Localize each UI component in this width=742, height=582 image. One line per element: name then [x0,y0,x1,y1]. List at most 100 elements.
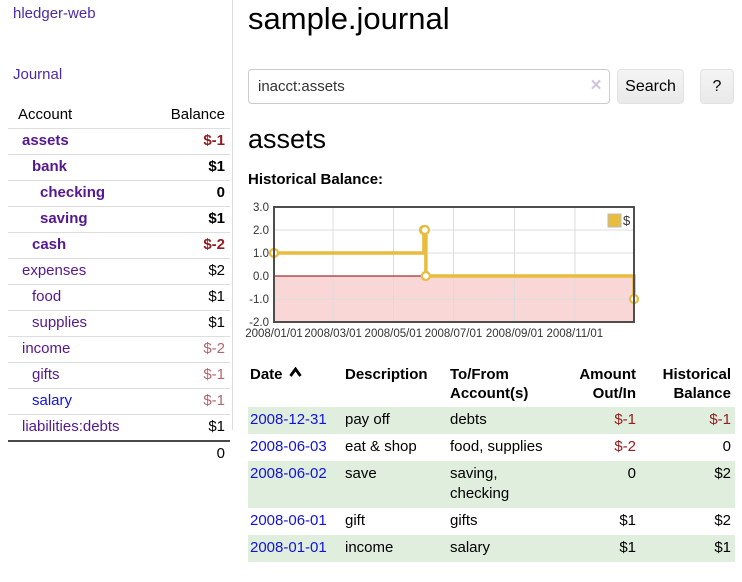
svg-text:-2.0: -2.0 [249,317,269,329]
account-balance: $-1 [203,392,225,409]
date-sort-header[interactable]: Date [248,361,345,407]
brand-link[interactable]: hledger-web [13,5,96,22]
transaction-description: eat & shop [345,438,417,455]
account-link-salary[interactable]: salary [32,392,73,409]
transaction-accounts: salary [450,539,491,556]
account-row: salary $-1 [8,388,230,415]
svg-text:1.0: 1.0 [253,248,269,260]
clear-search-icon[interactable]: × [590,75,602,96]
transaction-accounts: gifts [450,512,478,529]
account-link-cash[interactable]: cash [32,236,67,253]
account-balance: $1 [208,210,225,227]
account-balance: $-2 [203,340,225,357]
register-row: 2008-01-01 income salary $1 $1 [248,535,735,562]
page-title: sample.journal [248,1,450,36]
account-balance: $1 [208,314,225,331]
account-link-assets[interactable]: assets [22,132,69,149]
register-row: 2008-06-01 gift gifts $1 $2 [248,508,735,535]
account-row: gifts $-1 [8,362,230,389]
accounts-total-row: 0 [8,441,230,467]
account-balance: 0 [216,184,225,201]
account-row: cash $-2 [8,232,230,259]
account-column-header: Account [18,106,73,123]
search-input[interactable] [248,69,610,104]
transaction-balance: $2 [714,465,731,482]
register-table: Date Description To/From Account(s) Amou… [248,361,735,562]
svg-text:3.0: 3.0 [253,202,269,214]
account-row: checking 0 [8,180,230,207]
sort-asc-icon [288,366,302,377]
transaction-amount: 0 [627,465,636,482]
transaction-amount: $-1 [614,411,636,428]
transaction-balance: 0 [722,438,731,455]
sidebar-divider [232,0,233,430]
accounts-header-row: Account Balance [8,103,230,129]
transaction-description: pay off [345,411,390,428]
account-row: supplies $1 [8,310,230,337]
svg-text:$: $ [623,213,631,228]
svg-text:2008/07/01: 2008/07/01 [425,328,483,340]
transaction-balance: $-1 [709,411,731,428]
account-balance: $-1 [203,366,225,383]
account-link-supplies[interactable]: supplies [32,314,88,331]
transaction-amount: $1 [619,539,636,556]
account-row: income $-2 [8,336,230,363]
account-balance: $1 [208,288,225,305]
help-button[interactable]: ? [700,69,734,104]
transaction-amount: $-2 [614,438,636,455]
transaction-date-link[interactable]: 2008-06-03 [250,438,327,455]
transaction-balance: $2 [714,512,731,529]
svg-text:2008/03/01: 2008/03/01 [304,328,362,340]
account-link-gifts[interactable]: gifts [32,366,60,383]
account-link-liabilities-debts[interactable]: liabilities:debts [22,418,120,435]
search-form: × Search ? [248,69,742,104]
transaction-date-link[interactable]: 2008-01-01 [250,539,327,556]
account-heading: assets [248,124,327,154]
account-link-income[interactable]: income [22,340,71,357]
svg-text:2008/11/01: 2008/11/01 [546,328,603,340]
svg-text:2.0: 2.0 [253,225,269,237]
account-link-expenses[interactable]: expenses [22,262,87,279]
sidebar-item-journal[interactable]: Journal [13,66,63,83]
accounts-table: Account Balance assets $-1 bank $1 check… [8,103,230,467]
account-balance: $1 [208,158,225,175]
chart-title: Historical Balance: [248,171,384,188]
transaction-balance: $1 [714,539,731,556]
svg-text:2008/01/01: 2008/01/01 [245,328,303,340]
account-link-checking[interactable]: checking [40,184,106,201]
account-link-saving[interactable]: saving [40,210,88,227]
accounts-header: To/From Account(s) [450,366,529,402]
account-balance: $-1 [203,132,225,149]
account-link-food[interactable]: food [32,288,62,305]
register-row: 2008-06-03 eat & shop food, supplies $-2… [248,434,735,461]
register-row: 2008-12-31 pay off debts $-1 $-1 [248,407,735,434]
transaction-description: income [345,539,394,556]
transaction-description: gift [345,512,366,529]
account-balance: $2 [208,262,225,279]
search-button[interactable]: Search [617,69,684,104]
transaction-amount: $1 [619,512,636,529]
transaction-date-link[interactable]: 2008-12-31 [250,411,327,428]
svg-text:2008/05/01: 2008/05/01 [365,328,423,340]
register-header-row: Date Description To/From Account(s) Amou… [248,361,735,407]
svg-text:2008/09/01: 2008/09/01 [486,328,544,340]
account-row: assets $-1 [8,128,230,155]
account-row: food $1 [8,284,230,311]
account-balance: $1 [208,418,225,435]
transaction-date-link[interactable]: 2008-06-02 [250,465,327,482]
account-row: saving $1 [8,206,230,233]
main-content: sample.journal × Search ? assets Histori… [245,0,742,582]
svg-text:-1.0: -1.0 [249,294,269,306]
transaction-date-link[interactable]: 2008-06-01 [250,512,327,529]
accounts-total-balance: 0 [216,445,225,462]
account-link-bank[interactable]: bank [32,158,68,175]
amount-header: Amount Out/In [579,366,636,402]
transaction-accounts: saving, checking [450,465,510,502]
account-balance: $-2 [203,236,225,253]
transaction-accounts: food, supplies [450,438,543,455]
balance-column-header: Balance [170,106,225,123]
account-row: expenses $2 [8,258,230,285]
svg-text:0.0: 0.0 [253,271,269,283]
